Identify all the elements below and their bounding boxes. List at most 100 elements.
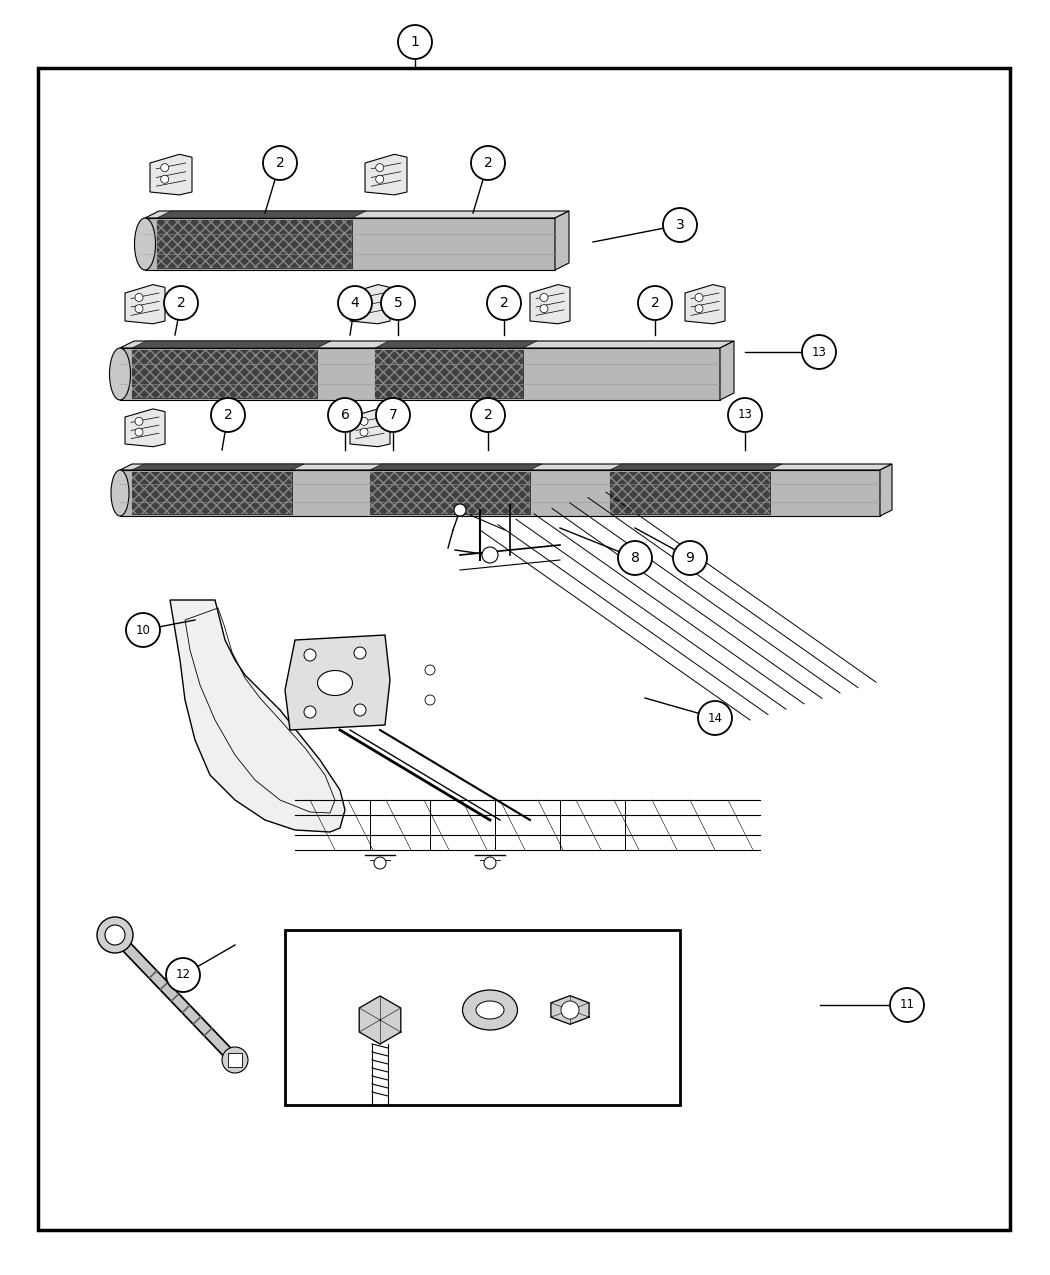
- Text: 2: 2: [651, 296, 659, 310]
- Circle shape: [695, 293, 704, 301]
- Circle shape: [561, 1001, 579, 1019]
- Circle shape: [135, 305, 143, 312]
- Polygon shape: [551, 996, 589, 1024]
- Circle shape: [135, 428, 143, 436]
- Circle shape: [360, 417, 368, 426]
- Polygon shape: [365, 154, 407, 195]
- Circle shape: [728, 398, 762, 432]
- Circle shape: [354, 704, 366, 717]
- Circle shape: [164, 286, 198, 320]
- Polygon shape: [120, 340, 734, 348]
- Circle shape: [802, 335, 836, 368]
- Text: 8: 8: [631, 551, 639, 565]
- Text: 13: 13: [737, 408, 753, 422]
- Polygon shape: [125, 409, 165, 446]
- Text: 2: 2: [500, 296, 508, 310]
- Circle shape: [222, 1047, 248, 1074]
- Circle shape: [360, 428, 368, 436]
- Circle shape: [304, 649, 316, 660]
- Ellipse shape: [134, 218, 155, 270]
- Circle shape: [398, 26, 432, 59]
- Text: 12: 12: [175, 969, 190, 982]
- Circle shape: [540, 305, 548, 312]
- Text: 2: 2: [484, 156, 492, 170]
- Polygon shape: [132, 464, 304, 470]
- Circle shape: [638, 286, 672, 320]
- Polygon shape: [125, 284, 165, 324]
- Text: 14: 14: [708, 711, 722, 724]
- FancyBboxPatch shape: [375, 351, 523, 398]
- Circle shape: [262, 147, 297, 180]
- Circle shape: [166, 958, 200, 992]
- Text: 13: 13: [812, 346, 826, 358]
- Polygon shape: [370, 464, 542, 470]
- Circle shape: [698, 701, 732, 734]
- Polygon shape: [132, 340, 331, 348]
- FancyBboxPatch shape: [132, 472, 292, 514]
- Circle shape: [673, 541, 707, 575]
- FancyBboxPatch shape: [610, 472, 770, 514]
- Polygon shape: [555, 210, 569, 270]
- Ellipse shape: [317, 671, 353, 695]
- Text: 7: 7: [388, 408, 397, 422]
- Circle shape: [161, 163, 169, 172]
- Polygon shape: [150, 154, 192, 195]
- Circle shape: [376, 398, 410, 432]
- Polygon shape: [375, 340, 537, 348]
- Text: 2: 2: [275, 156, 285, 170]
- Circle shape: [695, 305, 704, 312]
- Polygon shape: [350, 409, 390, 446]
- Circle shape: [161, 175, 169, 184]
- Polygon shape: [610, 464, 782, 470]
- Text: 5: 5: [394, 296, 402, 310]
- Circle shape: [618, 541, 652, 575]
- Circle shape: [540, 293, 548, 301]
- Polygon shape: [145, 218, 555, 270]
- Text: 9: 9: [686, 551, 694, 565]
- Polygon shape: [359, 996, 401, 1044]
- Circle shape: [211, 398, 245, 432]
- Polygon shape: [120, 464, 892, 470]
- Ellipse shape: [111, 470, 129, 516]
- Polygon shape: [120, 348, 720, 400]
- Circle shape: [328, 398, 362, 432]
- Text: 1: 1: [411, 34, 419, 48]
- Circle shape: [471, 398, 505, 432]
- Circle shape: [425, 695, 435, 705]
- Circle shape: [360, 293, 368, 301]
- Circle shape: [105, 924, 125, 945]
- Polygon shape: [170, 601, 345, 833]
- Polygon shape: [530, 284, 570, 324]
- Circle shape: [890, 988, 924, 1023]
- Ellipse shape: [476, 1001, 504, 1019]
- Circle shape: [482, 547, 498, 564]
- Circle shape: [376, 163, 383, 172]
- Text: 2: 2: [224, 408, 232, 422]
- Text: 10: 10: [135, 623, 150, 636]
- FancyBboxPatch shape: [228, 1053, 242, 1067]
- Circle shape: [471, 147, 505, 180]
- Circle shape: [381, 286, 415, 320]
- Circle shape: [425, 666, 435, 674]
- FancyBboxPatch shape: [132, 351, 317, 398]
- Polygon shape: [685, 284, 724, 324]
- Polygon shape: [158, 210, 366, 218]
- FancyBboxPatch shape: [158, 221, 352, 268]
- Circle shape: [354, 646, 366, 659]
- Text: 4: 4: [351, 296, 359, 310]
- Circle shape: [374, 857, 386, 870]
- Circle shape: [360, 305, 368, 312]
- Polygon shape: [720, 340, 734, 400]
- Circle shape: [135, 417, 143, 426]
- Polygon shape: [880, 464, 892, 516]
- FancyBboxPatch shape: [370, 472, 530, 514]
- Ellipse shape: [462, 989, 518, 1030]
- Circle shape: [135, 293, 143, 301]
- Text: 11: 11: [900, 998, 915, 1011]
- Circle shape: [126, 613, 160, 646]
- Circle shape: [484, 857, 496, 870]
- Ellipse shape: [109, 348, 130, 400]
- Text: 3: 3: [675, 218, 685, 232]
- Circle shape: [663, 208, 697, 242]
- Circle shape: [97, 917, 133, 952]
